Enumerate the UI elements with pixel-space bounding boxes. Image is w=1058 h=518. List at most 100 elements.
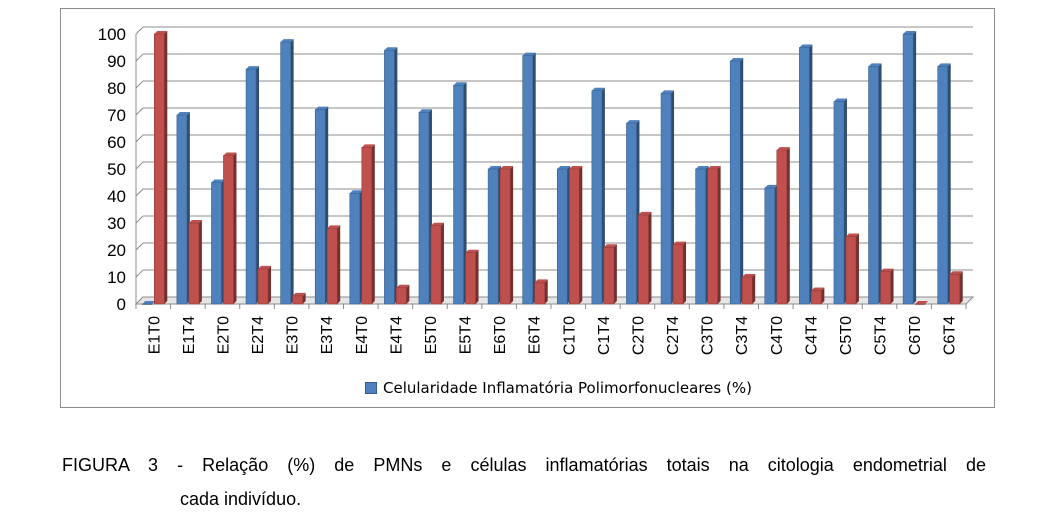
bar-top-red	[500, 166, 514, 169]
bar-top-blue	[246, 66, 260, 70]
x-tick-label: E6T0	[492, 316, 509, 354]
y-tick-label: 80	[107, 79, 126, 98]
bar-blue	[418, 112, 430, 305]
y-tick-label: 90	[107, 52, 126, 71]
bar-top-red	[569, 166, 583, 169]
bar-blue	[556, 168, 568, 305]
bar-top-blue	[349, 190, 363, 194]
bar-top-blue	[833, 98, 847, 102]
bar-top-red	[845, 233, 859, 237]
x-tick-label: E3T0	[285, 316, 302, 354]
x-tick-label: C1T4	[596, 316, 613, 355]
bar-blue	[799, 47, 810, 305]
bar-side-blue	[256, 66, 260, 304]
bar-blue	[141, 303, 153, 305]
bar-red	[326, 228, 338, 305]
bar-blue	[453, 85, 464, 305]
bar-blue	[626, 122, 637, 305]
bar-top-blue	[211, 179, 225, 183]
x-tick-label: C3T0	[700, 316, 717, 355]
bar-blue	[245, 68, 257, 305]
bar-side-red	[717, 166, 721, 304]
bar-top-blue	[384, 47, 398, 51]
gridline-depth	[135, 134, 144, 143]
x-tick-label: C6T0	[907, 316, 924, 355]
bar-red	[257, 268, 269, 305]
bar-red	[707, 168, 718, 305]
bar-top-blue	[176, 112, 190, 115]
gridline-depth	[135, 215, 144, 224]
legend-swatch-blue	[365, 382, 377, 394]
y-tick-label: 20	[107, 241, 126, 260]
bar-blue	[695, 168, 706, 305]
bar-red	[534, 282, 546, 305]
bar-side-red	[302, 292, 306, 304]
bar-red	[292, 295, 303, 305]
gridline-depth	[135, 269, 144, 278]
bar-red	[465, 252, 476, 305]
bar-top-blue	[764, 184, 778, 188]
bar-side-red	[510, 166, 514, 304]
bar-top-blue	[591, 87, 605, 91]
bar-top-blue	[937, 63, 951, 67]
x-tick-label: C4T0	[769, 316, 786, 355]
caption-line-1: FIGURA 3 - Relação (%) de PMNs e células…	[62, 455, 986, 475]
x-tick-label: E4T4	[388, 316, 405, 354]
gridline-depth	[135, 161, 144, 170]
gridline-depth	[135, 80, 144, 89]
bar-side-red	[890, 268, 894, 304]
bar-red	[396, 287, 407, 305]
bar-top-red	[154, 31, 168, 34]
bar-top-blue	[626, 120, 640, 124]
bar-blue	[729, 60, 741, 305]
caption-line-2: cada indivíduo.	[180, 489, 302, 509]
bar-red	[499, 168, 511, 305]
bar-chart: 0 10 20 30 40 50 60 70 80 90 100 E1T0 E1T4 E2T0 E2T4 E3…	[98, 25, 975, 355]
bar-side-red	[233, 152, 237, 304]
bar-side-blue	[394, 47, 398, 304]
bar-top-red	[223, 152, 237, 156]
bar-red	[845, 236, 857, 305]
bar-blue	[868, 66, 879, 305]
bar-blue	[522, 55, 534, 305]
bar-red	[223, 155, 234, 305]
bar-top-red	[776, 147, 790, 151]
x-tick-label: E5T4	[458, 316, 475, 354]
bar-side-blue	[290, 39, 294, 304]
x-tick-label: E1T4	[181, 316, 198, 354]
bar-top-blue	[280, 39, 294, 43]
bar-top-blue	[903, 31, 917, 34]
x-tick-label: C5T0	[838, 316, 855, 355]
y-tick-label: 60	[107, 133, 126, 152]
bar-top-red	[707, 166, 721, 169]
bar-side-red	[371, 144, 375, 304]
y-tick-label: 40	[107, 187, 126, 206]
y-tick-label: 100	[98, 25, 126, 44]
bar-top-red	[188, 220, 202, 223]
bar-blue	[314, 109, 326, 305]
bar-side-red	[855, 233, 859, 304]
bar-red	[361, 147, 373, 305]
bar-side-blue	[463, 82, 467, 304]
bar-red	[914, 303, 926, 305]
y-tick-label: 10	[107, 268, 126, 287]
bar-top-red	[603, 244, 617, 248]
bar-side-red	[268, 265, 272, 304]
bar-top-blue	[730, 58, 744, 61]
bar-blue	[487, 168, 499, 305]
bar-blue	[591, 90, 603, 305]
bar-top-red	[292, 292, 306, 296]
bar-side-red	[198, 220, 202, 304]
x-tick-label: C2T4	[665, 316, 682, 355]
bar-side-red	[613, 244, 617, 304]
bar-red	[188, 222, 200, 305]
bar-red	[638, 214, 649, 305]
x-tick-label: E1T0	[146, 316, 163, 354]
bar-red	[880, 271, 891, 305]
bar-top-red	[915, 301, 929, 304]
bar-top-red	[673, 241, 687, 245]
y-tick-label: 0	[117, 295, 126, 314]
bar-side-blue	[913, 31, 917, 304]
bar-top-blue	[695, 166, 709, 169]
bar-red	[153, 33, 165, 305]
